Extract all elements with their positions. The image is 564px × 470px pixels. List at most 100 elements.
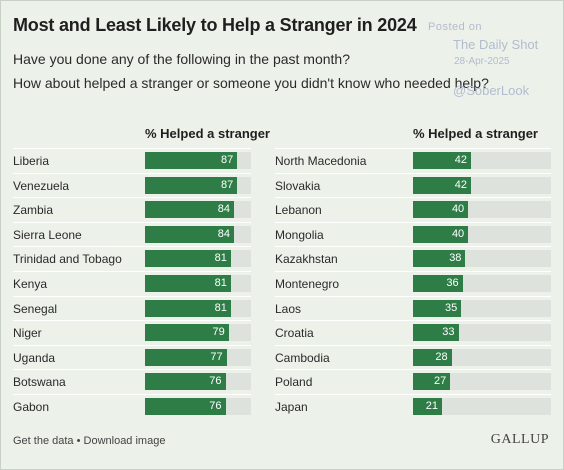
bar-track: 84 <box>145 201 251 219</box>
left-bar-row: Botswana 76 <box>13 369 251 395</box>
country-label: Venezuela <box>13 178 70 193</box>
bar-track: 35 <box>413 299 551 317</box>
bar <box>413 201 469 219</box>
bar-track: 76 <box>145 398 251 415</box>
country-label: Uganda <box>13 350 56 365</box>
bar <box>145 225 235 243</box>
bar-track: 77 <box>145 348 251 366</box>
right-bar-row: Slovakia 42 <box>275 172 551 199</box>
bar <box>413 398 442 415</box>
country-label: Niger <box>13 326 42 341</box>
bar <box>145 275 231 292</box>
bar <box>413 176 471 194</box>
country-label: Japan <box>275 400 308 414</box>
bar-track: 21 <box>413 398 551 415</box>
bar-track: 76 <box>145 373 251 391</box>
country-label: Kenya <box>13 277 48 291</box>
bar-track: 40 <box>413 225 551 243</box>
bar-track: 84 <box>145 225 251 243</box>
left-bar-row: Uganda 77 <box>13 344 251 371</box>
right-bar-row: Lebanon 40 <box>275 197 551 223</box>
bar <box>413 250 466 268</box>
bar-track: 40 <box>413 201 551 219</box>
bar-track: 81 <box>145 299 251 317</box>
country-label: Senegal <box>13 301 58 316</box>
left-bar-row: Gabon 76 <box>13 394 251 420</box>
bar-value-label: 35 <box>445 301 458 314</box>
watermark-source: The Daily Shot <box>453 37 539 52</box>
bar-track: 28 <box>413 348 551 366</box>
bar <box>145 299 231 317</box>
bar-value-label: 87 <box>220 178 234 191</box>
bar <box>413 225 469 243</box>
left-bar-row: Liberia 87 <box>13 148 251 174</box>
country-label: North Macedonia <box>275 154 367 168</box>
left-bar-row: Kenya 81 <box>13 271 251 297</box>
right-bar-row: Laos 35 <box>275 295 551 322</box>
country-label: Mongolia <box>275 227 324 242</box>
bar-value-label: 40 <box>451 203 465 216</box>
bar-value-label: 81 <box>214 301 227 314</box>
right-column-header: % Helped a stranger <box>413 126 538 141</box>
country-label: Trinidad and Tobago <box>13 252 122 267</box>
country-label: Cambodia <box>275 350 330 365</box>
chart-title: Most and Least Likely to Help a Stranger… <box>13 15 417 35</box>
right-bar-row: Croatia 33 <box>275 320 551 346</box>
country-label: Liberia <box>13 154 50 168</box>
bar-value-label: 81 <box>214 277 227 289</box>
bar-value-label: 28 <box>435 350 448 363</box>
footer-links[interactable]: Get the data • Download image <box>13 435 166 447</box>
bar-value-label: 42 <box>454 154 467 166</box>
bar-value-label: 87 <box>220 154 234 166</box>
country-label: Zambia <box>13 203 54 218</box>
bar-value-label: 36 <box>446 277 459 289</box>
bar-value-label: 76 <box>209 375 222 388</box>
country-label: Croatia <box>275 326 314 341</box>
country-label: Lebanon <box>275 203 322 218</box>
country-label: Poland <box>275 375 313 390</box>
bar <box>413 152 471 169</box>
left-bar-row: Niger 79 <box>13 320 251 346</box>
left-bar-row: Sierra Leone 84 <box>13 221 251 248</box>
bar-value-label: 21 <box>425 400 438 412</box>
left-column-header: % Helped a stranger <box>145 126 270 141</box>
bar <box>145 398 226 415</box>
country-label: Slovakia <box>275 178 321 193</box>
right-bar-row: Cambodia 28 <box>275 344 551 371</box>
country-label: Montenegro <box>275 277 340 291</box>
right-bar-row: Japan 21 <box>275 394 551 420</box>
bar <box>145 176 238 194</box>
bar-track: 42 <box>413 176 551 194</box>
bar <box>413 373 451 391</box>
bar <box>145 373 226 391</box>
bar-value-label: 27 <box>434 375 447 388</box>
bar <box>413 324 459 342</box>
right-bar-row: Montenegro 36 <box>275 271 551 297</box>
chart-subtitle-line-2: How about helped a stranger or someone y… <box>13 75 489 91</box>
bar-track: 42 <box>413 152 551 169</box>
bar <box>145 201 235 219</box>
bar-value-label: 84 <box>217 203 231 216</box>
bar-track: 27 <box>413 373 551 391</box>
bar <box>145 348 227 366</box>
bar <box>145 324 229 342</box>
bar-track: 79 <box>145 324 251 342</box>
bar-value-label: 77 <box>210 350 223 363</box>
bar-value-label: 79 <box>212 326 225 339</box>
bar-track: 87 <box>145 152 251 169</box>
bar-value-label: 76 <box>209 400 222 412</box>
bar-track: 81 <box>145 275 251 292</box>
bar-track: 87 <box>145 176 251 194</box>
bar-value-label: 33 <box>442 326 455 339</box>
bar-track: 81 <box>145 250 251 268</box>
chart-subtitle-line-1: Have you done any of the following in th… <box>13 51 350 67</box>
watermark-posted: Posted on <box>428 21 483 33</box>
bar <box>413 275 463 292</box>
country-label: Sierra Leone <box>13 227 82 242</box>
gallup-logo: GALLUP <box>490 432 549 447</box>
country-label: Laos <box>275 301 302 316</box>
bar-value-label: 42 <box>454 178 467 191</box>
bar <box>145 250 231 268</box>
right-bar-row: North Macedonia 42 <box>275 148 551 174</box>
bar-value-label: 38 <box>449 252 462 265</box>
